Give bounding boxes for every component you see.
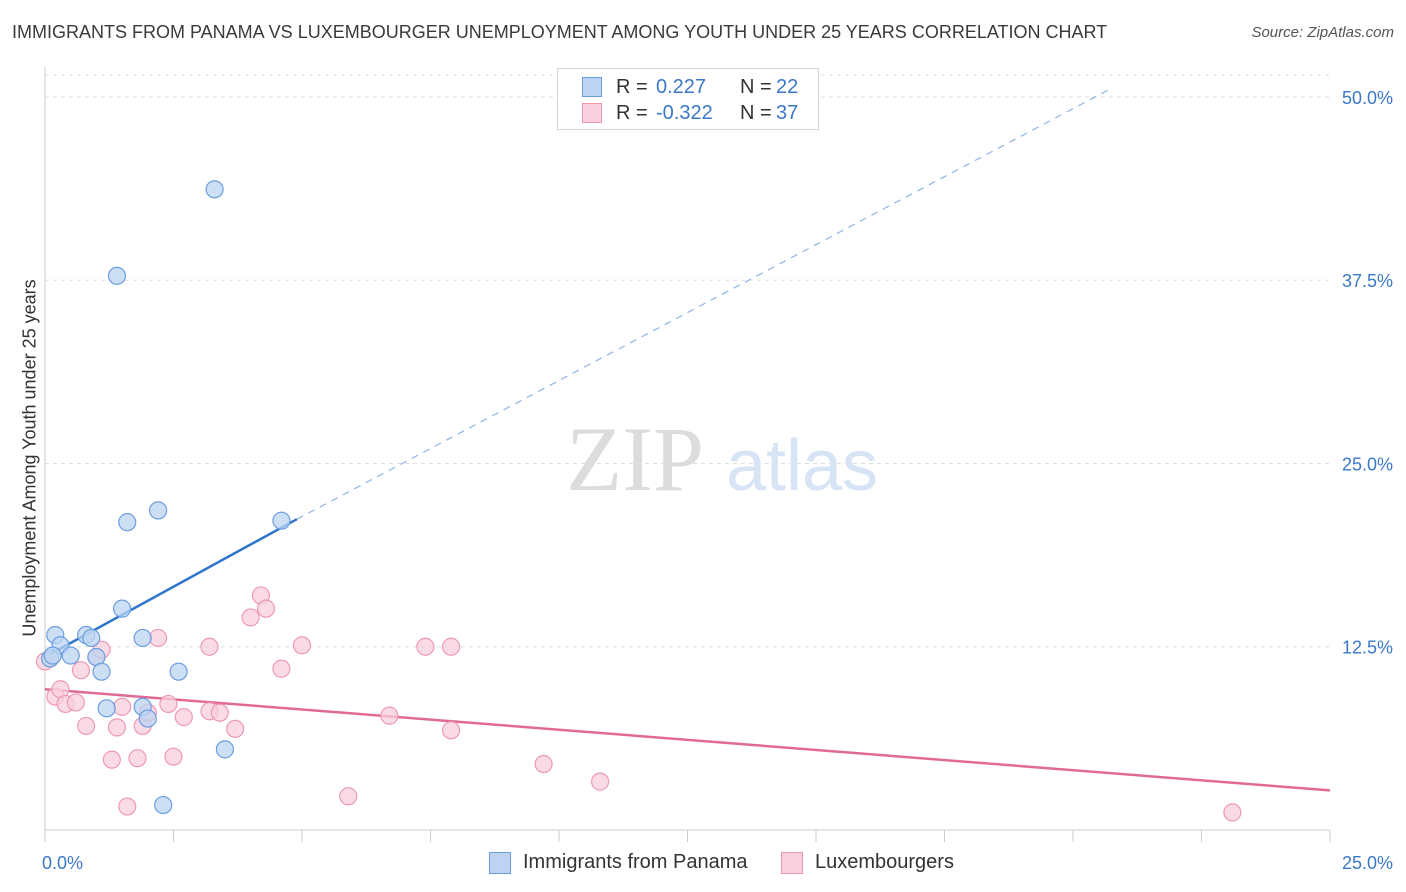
axes (44, 67, 1331, 842)
panama-point (118, 513, 137, 532)
lux-point (226, 719, 245, 738)
chart-source: Source: ZipAtlas.com (1251, 24, 1394, 41)
r-label: R = (616, 101, 648, 124)
watermark: ZIP atlas (566, 408, 878, 510)
y-tick-label: 25.0% (1342, 454, 1393, 474)
legend-label-lux: Luxembourgers (815, 851, 954, 873)
lux-point (200, 637, 219, 656)
panama-point (112, 599, 132, 618)
legend-label-panama: Immigrants from Panama (523, 851, 748, 873)
y-tick-label: 37.5% (1342, 271, 1393, 291)
lux-point (164, 747, 183, 766)
lux-point (118, 797, 137, 816)
lux-point (77, 716, 96, 736)
tick-labels: 12.5% 25.0% 37.5% 50.0% 0.0% 25.0% (42, 88, 1393, 873)
r-value: 0.227 (656, 75, 707, 98)
lux-point (380, 706, 399, 725)
panama-point (215, 740, 234, 759)
legend-item-panama[interactable]: Immigrants from Panama (489, 851, 748, 874)
lux-point (66, 693, 85, 712)
lux-trend-line (44, 688, 1331, 792)
panama-point (205, 180, 224, 199)
panama-point (97, 699, 116, 718)
panama-legend-swatch (489, 851, 511, 874)
n-value: 22 (776, 75, 799, 98)
y-tick-label: 50.0% (1342, 88, 1393, 108)
panama-point (154, 795, 173, 815)
lux-legend-swatch (781, 851, 803, 874)
lux-point (256, 599, 276, 618)
lux-point (416, 637, 435, 656)
series-legend: Immigrants from Panama Luxembourgers (0, 851, 1406, 879)
lux-point (441, 637, 461, 656)
legend-item-lux[interactable]: Luxembourgers (781, 851, 954, 874)
lux-swatch (582, 103, 602, 123)
lux-point (210, 703, 229, 722)
panama-point (61, 646, 80, 665)
watermark-zip: ZIP (566, 408, 704, 510)
lux-point (591, 772, 610, 791)
x-tick-label: 25.0% (1342, 853, 1393, 873)
lux-point (272, 659, 291, 678)
lux-point (441, 721, 461, 740)
panama-point (107, 266, 127, 285)
watermark-atlas: atlas (726, 426, 878, 506)
lux-point (292, 636, 312, 655)
n-label: N = (740, 75, 772, 98)
panama-swatch (582, 77, 602, 97)
x-tick-label: 0.0% (42, 853, 83, 873)
n-value: 37 (776, 101, 799, 124)
y-tick-label: 12.5% (1342, 638, 1393, 658)
lux-point (148, 628, 168, 648)
panama-point (43, 646, 62, 665)
lux-point (241, 608, 260, 627)
legend-row-panama: R = 0.227 N = 22 (582, 75, 798, 99)
lux-point (107, 718, 127, 737)
panama-point (272, 511, 291, 530)
lux-point (159, 694, 178, 714)
panama-point (169, 662, 188, 681)
data-points (35, 180, 1242, 822)
panama-point (148, 501, 168, 520)
lux-point (1223, 803, 1242, 822)
lux-point (128, 749, 147, 768)
lux-point (339, 787, 358, 806)
correlation-legend: R = 0.227 N = 22 R = -0.322 N = 37 (557, 68, 819, 130)
lux-point (112, 697, 132, 716)
grid-lines (45, 74, 1330, 648)
lux-point (71, 661, 91, 680)
y-axis-label: Unemployment Among Youth under 25 years (19, 279, 40, 637)
r-value: -0.322 (656, 101, 713, 124)
chart-title: IMMIGRANTS FROM PANAMA VS LUXEMBOURGER U… (12, 22, 1108, 42)
panama-point (133, 628, 152, 648)
legend-row-lux: R = -0.322 N = 37 (582, 101, 798, 125)
panama-point (82, 628, 101, 648)
panama-point (92, 662, 111, 681)
n-label: N = (740, 101, 772, 124)
panama-trend-extension (296, 89, 1110, 520)
lux-point (102, 750, 121, 769)
lux-point (174, 708, 193, 727)
r-label: R = (616, 75, 648, 98)
panama-point (138, 709, 157, 728)
lux-point (534, 754, 553, 774)
